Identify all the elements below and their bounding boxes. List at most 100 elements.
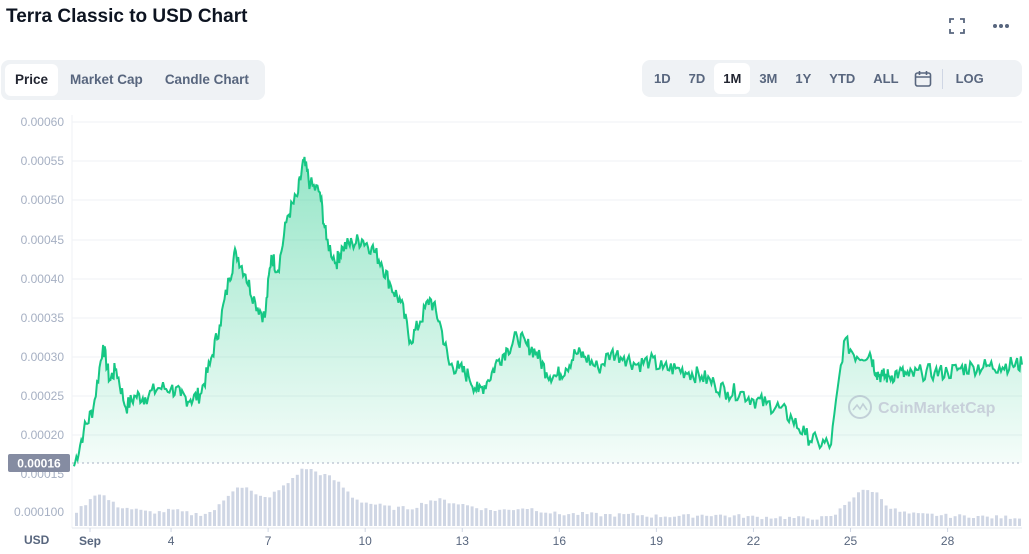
volume-bar bbox=[898, 511, 902, 526]
volume-bar bbox=[788, 516, 791, 526]
volume-bar bbox=[75, 512, 78, 526]
y-tick-label: 0.00040 bbox=[21, 272, 65, 286]
volume-bar bbox=[337, 481, 341, 526]
volume-bar bbox=[328, 475, 331, 526]
volume-bar bbox=[893, 508, 897, 526]
x-tick-label: Sep bbox=[79, 534, 101, 548]
volume-bar bbox=[907, 513, 911, 526]
volume-bar bbox=[622, 514, 626, 526]
volume-bar bbox=[190, 515, 193, 526]
volume-bar bbox=[654, 514, 658, 526]
range-1y[interactable]: 1Y bbox=[795, 71, 812, 86]
volume-bar bbox=[415, 507, 419, 526]
volume-bar bbox=[194, 513, 198, 526]
volume-bar bbox=[783, 519, 787, 526]
volume-bar bbox=[295, 474, 299, 526]
range-ytd[interactable]: YTD bbox=[829, 71, 856, 86]
volume-bar bbox=[760, 519, 764, 526]
volume-bar bbox=[484, 508, 488, 526]
range-3m[interactable]: 3M bbox=[759, 71, 778, 86]
volume-bar bbox=[535, 511, 538, 526]
volume-bar bbox=[930, 513, 934, 526]
volume-bar bbox=[847, 501, 851, 526]
volume-bar bbox=[466, 505, 469, 526]
volume-bar bbox=[259, 495, 262, 526]
volume-bar bbox=[272, 491, 276, 526]
volume-bar bbox=[525, 509, 529, 526]
more-options-icon[interactable] bbox=[989, 16, 1013, 36]
volume-bar bbox=[318, 475, 322, 526]
y-tick-label: 0.00025 bbox=[21, 389, 65, 403]
volume-bar bbox=[263, 497, 267, 526]
volume-bar bbox=[801, 516, 805, 526]
volume-bar bbox=[461, 504, 465, 526]
y-tick-label: 0.000100 bbox=[14, 505, 64, 519]
volume-bar bbox=[875, 492, 879, 526]
volume-bar bbox=[148, 511, 152, 526]
volume-bar bbox=[456, 504, 460, 526]
volume-bar bbox=[594, 512, 598, 526]
volume-bar bbox=[806, 518, 810, 526]
chart-type-tabs: Price Market Cap Candle Chart bbox=[1, 60, 265, 100]
current-price-tag: 0.00016 bbox=[17, 457, 61, 471]
y-tick-label: 0.00060 bbox=[21, 115, 65, 129]
volume-bar bbox=[410, 509, 414, 526]
volume-bar bbox=[599, 516, 603, 526]
range-1m[interactable]: 1M bbox=[714, 63, 751, 94]
volume-bar bbox=[98, 494, 101, 526]
volume-bar bbox=[1013, 518, 1017, 526]
volume-bar bbox=[369, 503, 373, 526]
calendar-icon[interactable] bbox=[908, 70, 938, 88]
volume-bar bbox=[700, 514, 704, 526]
volume-bar bbox=[226, 495, 230, 526]
time-range-selector: 1D 7D 1M 3M 1Y YTD ALL LOG bbox=[642, 60, 1022, 97]
range-log[interactable]: LOG bbox=[955, 71, 984, 86]
volume-bar bbox=[953, 516, 957, 526]
range-7d[interactable]: 7D bbox=[688, 71, 706, 86]
volume-bar bbox=[792, 518, 796, 526]
range-all[interactable]: ALL bbox=[873, 71, 899, 86]
volume-bar bbox=[134, 508, 138, 526]
volume-bar bbox=[640, 515, 644, 526]
tab-candle-chart[interactable]: Candle Chart bbox=[164, 72, 249, 87]
volume-bar bbox=[939, 515, 943, 526]
volume-bar bbox=[824, 516, 828, 526]
volume-bar bbox=[217, 504, 221, 526]
volume-bar bbox=[999, 518, 1003, 526]
volume-bar bbox=[981, 515, 985, 526]
volume-bar bbox=[719, 514, 722, 526]
volume-bar bbox=[144, 510, 147, 526]
tab-market-cap[interactable]: Market Cap bbox=[70, 72, 143, 87]
volume-bar bbox=[769, 518, 773, 526]
volume-bar bbox=[838, 508, 842, 526]
volume-bar bbox=[176, 509, 180, 526]
volume-bar bbox=[254, 494, 258, 526]
volume-bar bbox=[213, 510, 216, 526]
volume-bar bbox=[723, 515, 727, 526]
volume-bar bbox=[286, 483, 290, 526]
volume-bar bbox=[332, 480, 336, 526]
volume-bar bbox=[921, 513, 925, 526]
volume-bar bbox=[995, 515, 998, 526]
volume-bar bbox=[530, 508, 534, 526]
range-1d[interactable]: 1D bbox=[654, 71, 671, 86]
volume-bar bbox=[452, 503, 456, 526]
currency-label: USD bbox=[24, 533, 50, 547]
volume-bar bbox=[553, 511, 557, 526]
volume-bar bbox=[976, 516, 980, 526]
volume-bar bbox=[502, 509, 506, 526]
volume-bar bbox=[470, 506, 474, 526]
price-area-fill bbox=[74, 156, 1022, 467]
volume-bar bbox=[912, 512, 916, 526]
volume-bar bbox=[571, 513, 575, 526]
tab-price[interactable]: Price bbox=[5, 64, 59, 96]
volume-bar bbox=[355, 499, 359, 526]
fullscreen-icon[interactable] bbox=[945, 16, 969, 36]
volume-bar bbox=[397, 506, 400, 526]
volume-bar bbox=[663, 516, 667, 526]
volume-bar bbox=[512, 510, 515, 526]
volume-bar bbox=[820, 516, 824, 526]
volume-bar bbox=[341, 487, 345, 526]
volume-bar bbox=[111, 501, 115, 526]
